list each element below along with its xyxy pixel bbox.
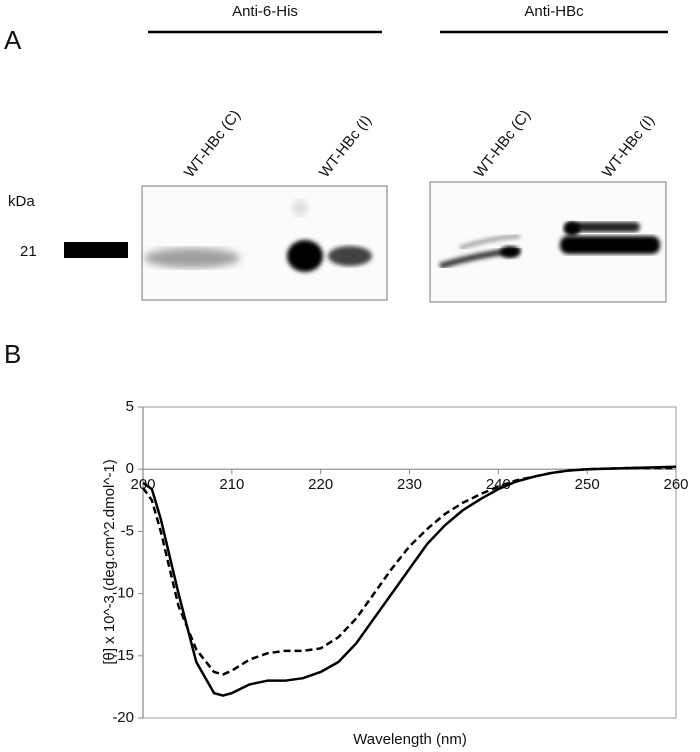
blot-left (141, 185, 388, 301)
y-tick-label: 0 (126, 460, 134, 477)
x-tick-label: 260 (663, 476, 688, 493)
group-title: Anti-6-His (232, 3, 298, 20)
group-title: Anti-HBc (524, 3, 584, 20)
plot-frame (142, 406, 677, 719)
unit-label: kDa (8, 193, 35, 210)
panel-label: A (4, 25, 22, 55)
y-tick-label: 5 (126, 398, 134, 415)
marker-label: 21 (20, 243, 37, 260)
lane-label: WT-HBc (I) (316, 112, 375, 181)
x-axis-label: Wavelength (nm) (353, 731, 467, 748)
y-axis-label: [θ] x 10^-3 (deg.cm^2.dmol^-1) (101, 459, 118, 664)
x-tick-label: 220 (308, 476, 333, 493)
y-tick-label: -20 (112, 709, 134, 726)
x-tick-label: 200 (130, 476, 155, 493)
x-tick-label: 210 (219, 476, 244, 493)
y-tick-label: -5 (121, 522, 134, 539)
data-line (141, 466, 676, 676)
lane-label: WT-HBc (I) (599, 112, 658, 181)
marker-bar (64, 242, 128, 258)
blot-right (429, 181, 667, 303)
lane-label: WT-HBc (C) (181, 107, 244, 181)
panel-label: B (4, 339, 21, 369)
x-tick-label: 230 (397, 476, 422, 493)
data-line (142, 465, 677, 697)
y-tick-label: -10 (112, 585, 134, 602)
y-tick-label: -15 (112, 647, 134, 664)
lane-label: WT-HBc (C) (471, 107, 534, 181)
x-tick-label: 250 (575, 476, 600, 493)
